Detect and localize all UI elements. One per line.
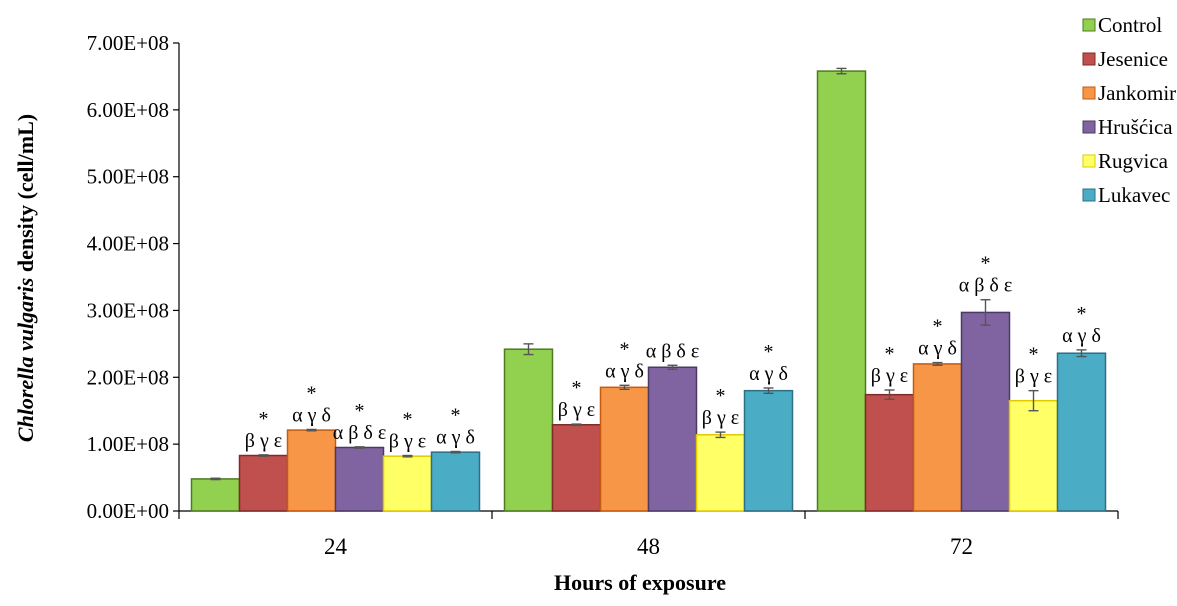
y-tick-label: 1.00E+08 [87,432,169,456]
significance-label: α γ δ [1062,325,1101,347]
significance-label: * [620,338,630,360]
significance-label: α γ δ [918,338,957,360]
y-axis-title-part: density (cell/mL) [13,114,38,278]
significance-label: β γ ε [702,407,739,429]
legend-label: Lukavec [1098,183,1170,207]
axes: 0.00E+00 1.00E+08 2.00E+08 3.00E+08 4.00E+08… [87,31,1119,559]
significance-label: α β δ ε [333,422,386,444]
legend-swatch [1082,154,1096,168]
significance-label: * [885,343,895,365]
significance-label: * [764,341,774,363]
significance-label: * [981,253,991,275]
significance-label: α γ δ [292,404,331,426]
legend-label: Jankomir [1098,81,1176,105]
bar [960,311,1011,512]
bar [695,434,746,512]
significance-label: α γ δ [436,426,475,448]
legend-label: Rugvica [1098,149,1169,173]
y-tick-label: 0.00E+00 [87,499,169,523]
legend-swatch [1082,86,1096,100]
significance-label: * [307,382,317,404]
y-axis-title-part: Chlorella vulgaris [13,278,38,442]
y-tick-label: 7.00E+08 [87,31,169,55]
x-tick-label: 72 [950,534,973,559]
significance-label: α γ δ [605,360,644,382]
significance-label: β γ ε [871,365,908,387]
significance-label: α β δ ε [959,275,1012,297]
bar [190,478,241,512]
significance-label: * [933,316,943,338]
legend-label: Control [1098,13,1162,37]
x-tick-label: 48 [637,534,660,559]
bar [430,451,481,512]
bar [864,393,915,512]
y-tick-label: 3.00E+08 [87,298,169,322]
y-tick-label: 4.00E+08 [87,232,169,256]
bar [382,455,433,512]
bar [238,454,289,512]
legend-label: Jesenice [1098,47,1168,71]
y-axis-title-text: Chlorella vulgaris density (cell/mL) [13,114,38,442]
legend: Control Jesenice Jankomir Hrušćica Rugvica Lu… [1082,13,1176,207]
bar [647,366,698,512]
y-axis-title: Chlorella vulgaris density (cell/mL) [13,114,38,442]
y-tick-label: 5.00E+08 [87,165,169,189]
bars [190,67,1107,512]
legend-swatch [1082,52,1096,66]
significance-label: * [355,400,365,422]
x-tick-label: 24 [324,534,348,559]
legend-swatch [1082,18,1096,32]
y-tick-label: 6.00E+08 [87,98,169,122]
x-axis-title: Hours of exposure [554,570,726,595]
bar [743,389,794,512]
significance-label: * [716,385,726,407]
bar [334,446,385,512]
significance-label: α γ δ [749,363,788,385]
significance-label: β γ ε [558,399,595,421]
bar [286,429,337,512]
significance-label: * [1077,303,1087,325]
bar [503,348,554,512]
bar [551,424,602,512]
significance-label: * [259,408,269,430]
legend-label: Hrušćica [1098,115,1173,139]
bar [912,363,963,512]
significance-label: * [572,377,582,399]
significance-label: * [403,409,413,431]
bar [599,386,650,512]
significance-label: α β δ ε [646,340,699,362]
bar [816,70,867,512]
bar [1056,352,1107,512]
significance-label: β γ ε [1015,366,1052,388]
y-tick-label: 2.00E+08 [87,365,169,389]
significance-label: β γ ε [389,431,426,453]
annotations: β γ ε* β γ ε*β γ ε*α γ δ*α γ δ* α γ δ*α β … [245,253,1101,453]
significance-label: β γ ε [245,430,282,452]
significance-label: * [451,404,461,426]
legend-swatch [1082,120,1096,134]
legend-swatch [1082,188,1096,202]
significance-label: * [1029,344,1039,366]
bar [1008,399,1059,512]
